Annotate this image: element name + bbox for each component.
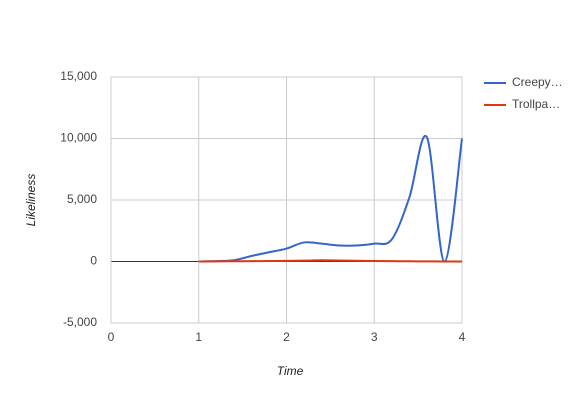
y-tick-label: -5,000: [63, 315, 97, 329]
x-tick-label: 1: [195, 330, 202, 344]
y-tick-label: 15,000: [60, 69, 97, 83]
x-tick-label: 2: [283, 330, 290, 344]
x-tick-label: 4: [459, 330, 466, 344]
x-tick-label: 0: [108, 330, 115, 344]
series-line: [198, 259, 463, 263]
y-tick-label: 5,000: [67, 192, 97, 206]
x-axis-title: Time: [277, 364, 304, 378]
legend-label: Trollpa…: [512, 97, 560, 111]
y-tick-label: 0: [90, 254, 97, 268]
legend-label: Creepy…: [512, 75, 563, 89]
x-tick-label: 3: [371, 330, 378, 344]
y-axis-title: Likeliness: [24, 174, 38, 227]
y-tick-label: 10,000: [60, 131, 97, 145]
series-line: [198, 134, 463, 263]
